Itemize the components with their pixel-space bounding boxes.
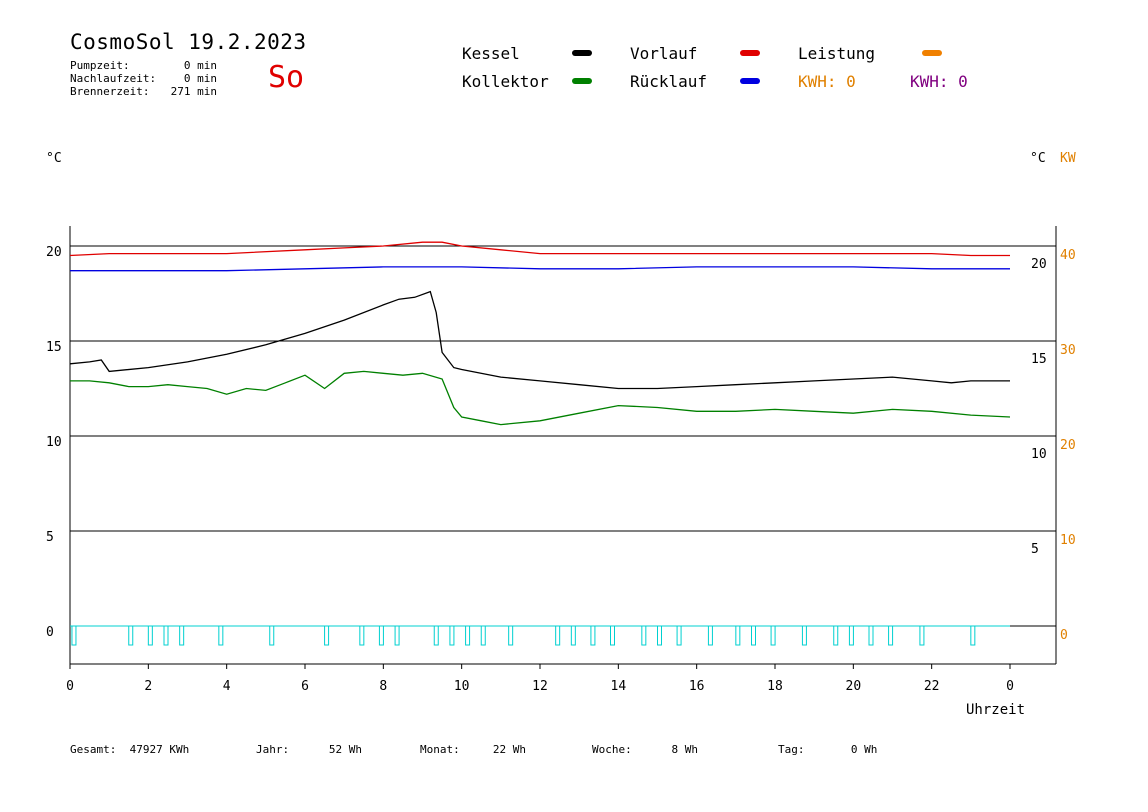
legend-kollektor-label: Kollektor (462, 72, 549, 91)
pump-pulse (868, 625, 874, 646)
footer-day: Tag: 0 Wh (778, 743, 878, 756)
burner-time-value: 271 min (170, 85, 217, 98)
legend-kollektor-swatch (572, 78, 592, 84)
footer-week: Woche: 8 Wh (592, 743, 698, 756)
y-axis-unit-power: KW (1060, 151, 1076, 166)
legend-vorlauf-label: Vorlauf (630, 44, 698, 63)
y-tick-left: 10 (46, 435, 62, 450)
footer-month: Monat: 22 Wh (420, 743, 526, 756)
pump-pulse (269, 625, 275, 646)
pump-pulse (555, 625, 561, 646)
y-tick-right: 10 (1031, 447, 1047, 462)
pump-pulse (735, 625, 741, 646)
y-tick-power: 40 (1060, 248, 1076, 263)
pump-time-label: Pumpzeit: (70, 59, 130, 72)
legend-leistung-label: Leistung (798, 44, 876, 63)
series-line-vorlauf (69, 241, 1010, 257)
y-tick-left: 15 (46, 340, 62, 355)
pump-pulse (641, 625, 647, 646)
pump-pulse (751, 625, 756, 646)
pump-pulse (359, 625, 365, 646)
series-line-kollektor (70, 370, 1011, 426)
page-title: CosmoSol 19.2.2023 (70, 30, 307, 54)
pump-pulse (179, 625, 185, 646)
pump-pulse (676, 625, 682, 646)
pump-pulse (848, 625, 854, 646)
y-tick-right: 15 (1031, 352, 1047, 367)
y-tick-left: 0 (46, 625, 54, 640)
footer-total: Gesamt: 47927 KWh (70, 743, 190, 756)
pump-time-value: 0 min (183, 59, 217, 72)
pump-pulse (218, 625, 224, 646)
pump-pulse (801, 625, 807, 646)
series-line-kessel (69, 290, 1010, 390)
weekday-label: So (268, 60, 305, 95)
legend-ruecklauf-swatch (740, 78, 760, 84)
pump-pulse (324, 625, 330, 646)
y-tick-right: 20 (1031, 257, 1047, 272)
pump-pulse (163, 625, 169, 646)
x-tick-label: 20 (846, 679, 862, 694)
series-line-rcklauf (70, 266, 1010, 272)
y-axis-unit-right: °C (1030, 151, 1046, 166)
legend-vorlauf-swatch (740, 50, 760, 56)
x-tick-label: 8 (379, 679, 387, 694)
pump-pulse (919, 625, 925, 646)
pump-pulse (449, 625, 455, 646)
pump-pulse (707, 625, 713, 646)
x-axis-label: Uhrzeit (966, 702, 1025, 718)
x-tick-label: 0 (1006, 679, 1014, 694)
y-tick-power: 20 (1060, 438, 1076, 453)
y-tick-right: 5 (1031, 542, 1039, 557)
legend-leistung-swatch (922, 50, 942, 56)
x-tick-label: 18 (767, 679, 783, 694)
y-tick-power: 10 (1060, 533, 1076, 548)
legend-kessel-label: Kessel (462, 44, 520, 63)
legend-kessel-swatch (572, 50, 592, 56)
x-tick-label: 22 (924, 679, 940, 694)
y-tick-left: 20 (46, 245, 62, 260)
x-tick-label: 16 (689, 679, 705, 694)
pump-pulse (147, 625, 153, 646)
pump-pulse (970, 625, 976, 646)
pump-pulse (394, 625, 400, 646)
pump-pulse (378, 625, 384, 646)
y-tick-power: 30 (1060, 343, 1076, 358)
pump-pulse (465, 625, 471, 646)
x-tick-label: 14 (611, 679, 627, 694)
x-tick-label: 6 (301, 679, 309, 694)
y-axis-unit-left: °C (46, 151, 62, 166)
x-tick-label: 4 (223, 679, 231, 694)
pump-pulse (128, 625, 134, 646)
legend-ruecklauf-label: Rücklauf (630, 72, 708, 91)
pump-pulse (888, 625, 894, 646)
pump-pulse (71, 625, 77, 646)
footer-year: Jahr: 52 Wh (256, 743, 362, 756)
pump-pulse (590, 625, 596, 646)
legend-kwh-solar: KWH: 0 (798, 72, 856, 91)
pump-pulse (480, 625, 486, 646)
followup-time-value: 0 min (183, 72, 217, 85)
pump-pulse (570, 625, 576, 646)
pump-pulse (833, 625, 839, 646)
pump-pulse (508, 625, 514, 646)
pump-pulse (657, 625, 662, 646)
legend-kwh-burner: KWH: 0 (910, 72, 968, 91)
pump-pulse (610, 625, 615, 646)
followup-time-label: Nachlaufzeit: (70, 72, 157, 85)
x-tick-label: 12 (532, 679, 548, 694)
y-tick-power: 0 (1060, 628, 1068, 643)
x-tick-label: 2 (144, 679, 152, 694)
y-tick-left: 5 (46, 530, 54, 545)
x-tick-label: 0 (66, 679, 74, 694)
x-tick-label: 10 (454, 679, 470, 694)
pump-pulse (770, 625, 776, 646)
pump-pulse (433, 625, 439, 646)
burner-time-label: Brennerzeit: (70, 85, 150, 98)
